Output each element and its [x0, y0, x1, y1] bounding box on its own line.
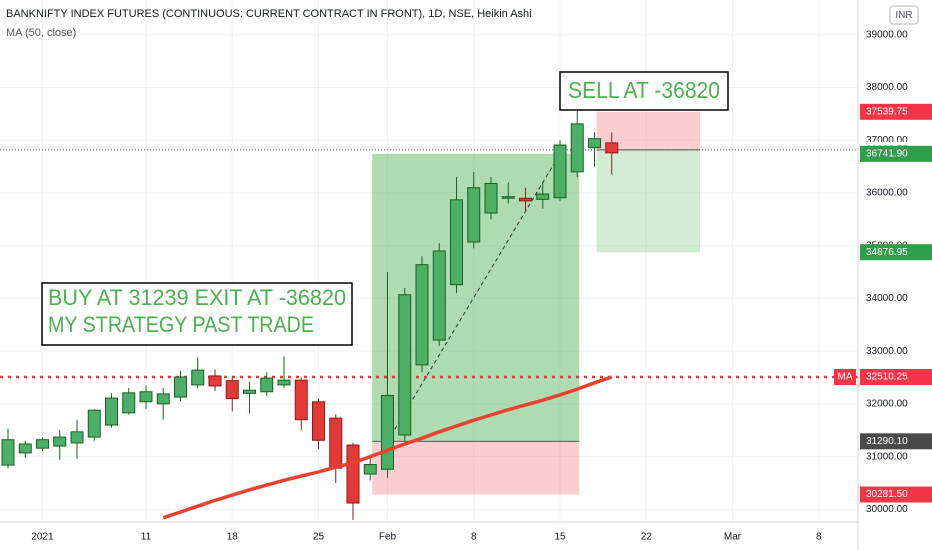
price-tag: [860, 433, 932, 450]
candle-body: [191, 369, 205, 386]
buy-annotation: BUY AT 31239 EXIT AT -36820: [48, 285, 346, 310]
price-tag-label: 36741.90: [866, 149, 908, 160]
sell-annotation: SELL AT -36820: [568, 77, 720, 103]
y-tick-label: 34000.00: [866, 293, 908, 304]
price-tag: [860, 244, 932, 261]
currency-box[interactable]: [889, 5, 919, 25]
x-tick-label: 22: [641, 532, 653, 543]
candle-body: [122, 392, 136, 414]
short-profit-zone: [596, 149, 700, 253]
candle-body: [415, 264, 429, 366]
price-tag-label: 30281.50: [866, 489, 908, 500]
price-tag-label: 32510.25: [866, 372, 908, 383]
candle-body: [398, 294, 412, 436]
x-tick-label: 15: [554, 532, 566, 543]
candle-body: [588, 138, 601, 149]
candle-body: [536, 193, 550, 200]
price-tag-label: 37539.75: [866, 106, 908, 117]
candle-body: [1, 439, 15, 466]
grid: [0, 0, 858, 522]
x-tick-label: Feb: [379, 532, 397, 543]
buy-annotation: MY STRATEGY PAST TRADE: [48, 312, 314, 337]
y-tick-label: 39000.00: [866, 29, 908, 40]
price-tag-label: 31290.10: [866, 436, 908, 447]
price-tag: [860, 103, 932, 120]
candle-body: [467, 187, 481, 243]
x-tick-label: 8: [816, 532, 822, 543]
candle-body: [36, 439, 49, 449]
price-tag-label: 34876.95: [866, 247, 908, 258]
candle-body: [156, 393, 170, 405]
candle-body: [70, 431, 84, 444]
price-tag: [860, 368, 932, 385]
candle-body: [174, 376, 187, 398]
candle-body: [553, 144, 567, 199]
candle-body: [381, 394, 394, 470]
x-tick-label: 11: [141, 532, 152, 543]
candle-body: [570, 123, 584, 173]
ma-line: [162, 375, 613, 520]
candle-body: [294, 379, 308, 421]
x-tick-label: Mar: [724, 532, 742, 543]
candle-body: [312, 401, 325, 441]
sell-annotation-box: [559, 71, 729, 111]
price-tag-name: MA: [838, 372, 853, 383]
axes: 30000.00 31000.00 32000.00 33000.00 34000.00…: [31, 29, 932, 543]
price-tag: [834, 368, 856, 385]
candle-body: [53, 436, 67, 447]
y-tick-label: 32000.00: [866, 399, 908, 410]
chart-title: BANKNIFTY INDEX FUTURES (CONTINUOUS: CUR…: [6, 8, 532, 20]
y-tick-label: 37000.00: [866, 135, 908, 146]
candle-body: [346, 444, 360, 504]
indicator-legend: MA (50, close): [6, 27, 76, 39]
candle-body: [450, 199, 463, 286]
candle-body: [105, 397, 118, 426]
candle-body: [501, 196, 515, 199]
x-tick-label: 18: [227, 532, 239, 543]
y-tick-label: 33000.00: [866, 346, 908, 357]
y-tick-label: 31000.00: [866, 451, 908, 462]
x-tick-label: 2021: [31, 532, 54, 543]
candle-body: [18, 443, 32, 454]
buy-annotation-box: [41, 282, 353, 346]
currency[interactable]: INR: [895, 10, 912, 21]
candle-body: [277, 379, 291, 386]
candle-body: [87, 409, 101, 438]
candle-body: [605, 142, 619, 154]
x-tick-label: 25: [313, 532, 325, 543]
candle-body: [484, 182, 498, 214]
candle-body: [519, 197, 532, 202]
plot-area: [0, 108, 858, 520]
candle-body: [432, 250, 446, 341]
candle-body: [243, 389, 256, 394]
y-tick-label: 36000.00: [866, 188, 908, 199]
y-tick-label: 38000.00: [866, 82, 908, 93]
candle-body: [139, 391, 153, 403]
y-tick-label: 30000.00: [866, 504, 908, 515]
candle-body: [329, 417, 343, 469]
candle-body: [363, 464, 377, 475]
long-stop-zone: [372, 441, 580, 495]
candle-body: [208, 375, 222, 387]
x-tick-label: 8: [471, 532, 477, 543]
candle-body: [225, 380, 239, 400]
price-tag: [860, 486, 932, 503]
candle-body: [260, 377, 274, 393]
price-tag: [860, 145, 932, 162]
